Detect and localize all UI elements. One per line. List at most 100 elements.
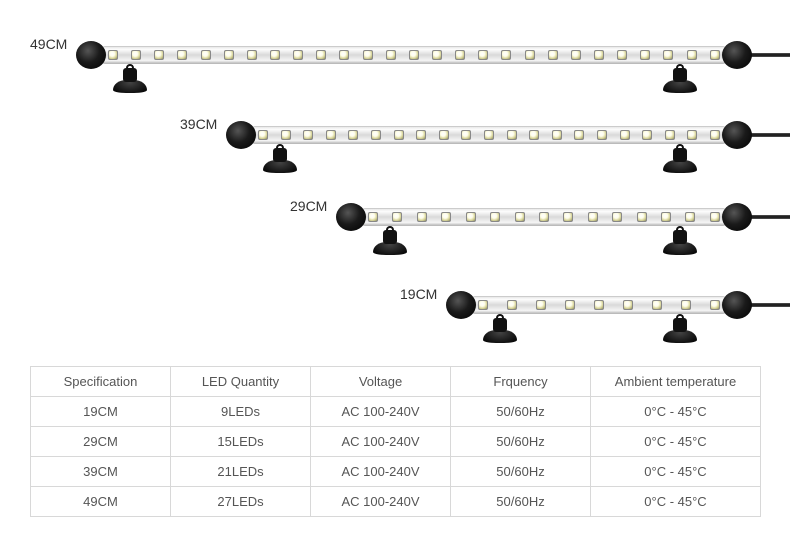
led-chip xyxy=(663,50,673,60)
table-cell: 9LEDs xyxy=(171,397,311,427)
size-label: 39CM xyxy=(180,116,217,132)
led-tube xyxy=(252,126,726,144)
table-cell: 29CM xyxy=(31,427,171,457)
led-chip xyxy=(348,130,358,140)
led-strip xyxy=(108,50,720,60)
table-cell: AC 100-240V xyxy=(311,487,451,517)
led-chip xyxy=(432,50,442,60)
led-chip xyxy=(270,50,280,60)
led-chip xyxy=(416,130,426,140)
table-cell: 0°C - 45°C xyxy=(591,427,761,457)
size-label: 19CM xyxy=(400,286,437,302)
table-row: 29CM15LEDsAC 100-240V50/60Hz0°C - 45°C xyxy=(31,427,761,457)
led-chip xyxy=(316,50,326,60)
led-chip xyxy=(617,50,627,60)
led-chip xyxy=(478,50,488,60)
suction-cup xyxy=(113,68,147,93)
led-chip xyxy=(368,212,378,222)
led-chip xyxy=(623,300,633,310)
led-chip xyxy=(588,212,598,222)
size-label: 49CM xyxy=(30,36,67,52)
spec-table: Specification LED Quantity Voltage Frque… xyxy=(30,366,761,517)
led-chip xyxy=(455,50,465,60)
led-chip xyxy=(386,50,396,60)
led-chip xyxy=(131,50,141,60)
light-row-29cm: 29CM xyxy=(0,180,790,240)
led-light-bar xyxy=(240,122,738,148)
led-chip xyxy=(478,300,488,310)
suction-cup xyxy=(663,68,697,93)
led-chip xyxy=(710,50,720,60)
led-chip xyxy=(687,50,697,60)
light-row-49cm: 49CM xyxy=(0,18,790,78)
col-header-spec: Specification xyxy=(31,367,171,397)
suction-cup xyxy=(483,318,517,343)
led-chip xyxy=(710,212,720,222)
led-chip xyxy=(665,130,675,140)
endcap-left xyxy=(226,121,256,149)
led-chip xyxy=(637,212,647,222)
led-light-diagram: 49CM 39CM 29CM 19CM xyxy=(0,0,790,340)
led-chip xyxy=(339,50,349,60)
led-chip xyxy=(201,50,211,60)
led-chip xyxy=(640,50,650,60)
led-chip xyxy=(501,50,511,60)
led-chip xyxy=(687,130,697,140)
table-cell: 21LEDs xyxy=(171,457,311,487)
table-cell: AC 100-240V xyxy=(311,457,451,487)
led-chip xyxy=(507,130,517,140)
endcap-right xyxy=(722,121,752,149)
endcap-left xyxy=(446,291,476,319)
led-chip xyxy=(258,130,268,140)
col-header-freq: Frquency xyxy=(451,367,591,397)
led-chip xyxy=(515,212,525,222)
led-chip xyxy=(441,212,451,222)
table-cell: 15LEDs xyxy=(171,427,311,457)
led-chip xyxy=(484,130,494,140)
led-chip xyxy=(681,300,691,310)
table-cell: 49CM xyxy=(31,487,171,517)
led-chip xyxy=(620,130,630,140)
led-tube xyxy=(362,208,726,226)
led-chip xyxy=(281,130,291,140)
table-cell: AC 100-240V xyxy=(311,427,451,457)
suction-cup xyxy=(373,230,407,255)
led-chip xyxy=(363,50,373,60)
table-cell: 50/60Hz xyxy=(451,397,591,427)
led-chip xyxy=(293,50,303,60)
endcap-right xyxy=(722,203,752,231)
led-chip xyxy=(326,130,336,140)
led-chip xyxy=(409,50,419,60)
table-cell: 0°C - 45°C xyxy=(591,457,761,487)
led-chip xyxy=(552,130,562,140)
led-chip xyxy=(108,50,118,60)
endcap-right xyxy=(722,291,752,319)
led-chip xyxy=(394,130,404,140)
led-chip xyxy=(652,300,662,310)
col-header-amb: Ambient temperature xyxy=(591,367,761,397)
led-chip xyxy=(710,130,720,140)
led-chip xyxy=(417,212,427,222)
endcap-left xyxy=(336,203,366,231)
led-chip xyxy=(710,300,720,310)
led-chip xyxy=(642,130,652,140)
suction-cup xyxy=(663,318,697,343)
led-chip xyxy=(303,130,313,140)
led-chip xyxy=(466,212,476,222)
size-label: 29CM xyxy=(290,198,327,214)
col-header-led: LED Quantity xyxy=(171,367,311,397)
table-cell: 0°C - 45°C xyxy=(591,487,761,517)
led-chip xyxy=(661,212,671,222)
led-strip xyxy=(478,300,720,310)
suction-cup xyxy=(263,148,297,173)
led-tube xyxy=(102,46,726,64)
led-chip xyxy=(490,212,500,222)
led-chip xyxy=(247,50,257,60)
led-chip xyxy=(563,212,573,222)
led-chip xyxy=(594,50,604,60)
led-chip xyxy=(177,50,187,60)
table-row: 49CM27LEDsAC 100-240V50/60Hz0°C - 45°C xyxy=(31,487,761,517)
table-header-row: Specification LED Quantity Voltage Frque… xyxy=(31,367,761,397)
table-cell: 27LEDs xyxy=(171,487,311,517)
suction-cup xyxy=(663,148,697,173)
